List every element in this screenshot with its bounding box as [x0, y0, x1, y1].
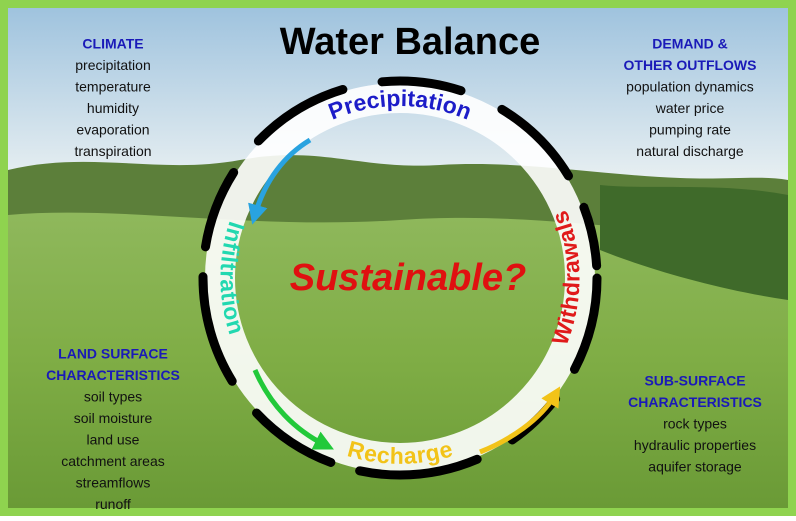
- block-item: natural discharge: [636, 143, 744, 159]
- title: Water Balance: [280, 21, 540, 63]
- diagram: Precipitation Withdrawals Recharge Infil…: [0, 0, 796, 516]
- block-item: rock types: [663, 416, 727, 432]
- block-heading: LAND SURFACE: [58, 346, 168, 362]
- center-question: Sustainable?: [290, 257, 527, 299]
- block-item: population dynamics: [626, 79, 754, 95]
- block-item: runoff: [95, 496, 131, 512]
- block-item: land use: [87, 432, 140, 448]
- block-heading: DEMAND &: [652, 36, 727, 52]
- block-item: hydraulic properties: [634, 437, 756, 453]
- block-item: temperature: [75, 79, 151, 95]
- block-item: precipitation: [75, 57, 151, 73]
- block-heading: CHARACTERISTICS: [628, 394, 762, 410]
- block-item: streamflows: [76, 475, 151, 491]
- block-item: humidity: [87, 100, 139, 116]
- block-item: soil moisture: [74, 410, 153, 426]
- block-heading: OTHER OUTFLOWS: [624, 57, 757, 73]
- block-item: transpiration: [74, 143, 151, 159]
- block-item: pumping rate: [649, 122, 731, 138]
- block-item: water price: [655, 100, 725, 116]
- block-heading: CLIMATE: [82, 36, 143, 52]
- block-item: soil types: [84, 389, 142, 405]
- block-item: catchment areas: [61, 453, 165, 469]
- block-heading: CHARACTERISTICS: [46, 367, 180, 383]
- block-heading: SUB-SURFACE: [644, 373, 745, 389]
- block-item: aquifer storage: [648, 459, 742, 475]
- block-item: evaporation: [76, 122, 149, 138]
